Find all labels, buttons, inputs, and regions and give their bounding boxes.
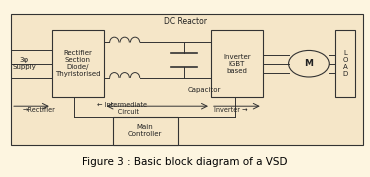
Text: DC Reactor: DC Reactor <box>164 17 206 26</box>
Text: →Rectifier: →Rectifier <box>22 107 55 113</box>
Text: Main
Controller: Main Controller <box>128 124 162 138</box>
Bar <box>11 14 363 145</box>
Bar <box>113 117 178 145</box>
Text: Inverter →: Inverter → <box>215 107 248 113</box>
Text: Capacitor: Capacitor <box>188 87 221 93</box>
Bar <box>211 30 263 97</box>
Bar <box>52 30 104 97</box>
Text: Figure 3 : Basic block diagram of a VSD: Figure 3 : Basic block diagram of a VSD <box>82 157 288 167</box>
Text: Rectifier
Section
Diode/
Thyristorised: Rectifier Section Diode/ Thyristorised <box>55 50 100 77</box>
Text: Inverter
IGBT
based: Inverter IGBT based <box>223 54 250 74</box>
Text: L
O
A
D: L O A D <box>342 50 348 77</box>
Text: M: M <box>305 59 313 68</box>
Text: 3φ
Supply: 3φ Supply <box>12 57 36 70</box>
Bar <box>335 30 355 97</box>
Text: ← Intermediate
      Circuit: ← Intermediate Circuit <box>97 102 147 115</box>
